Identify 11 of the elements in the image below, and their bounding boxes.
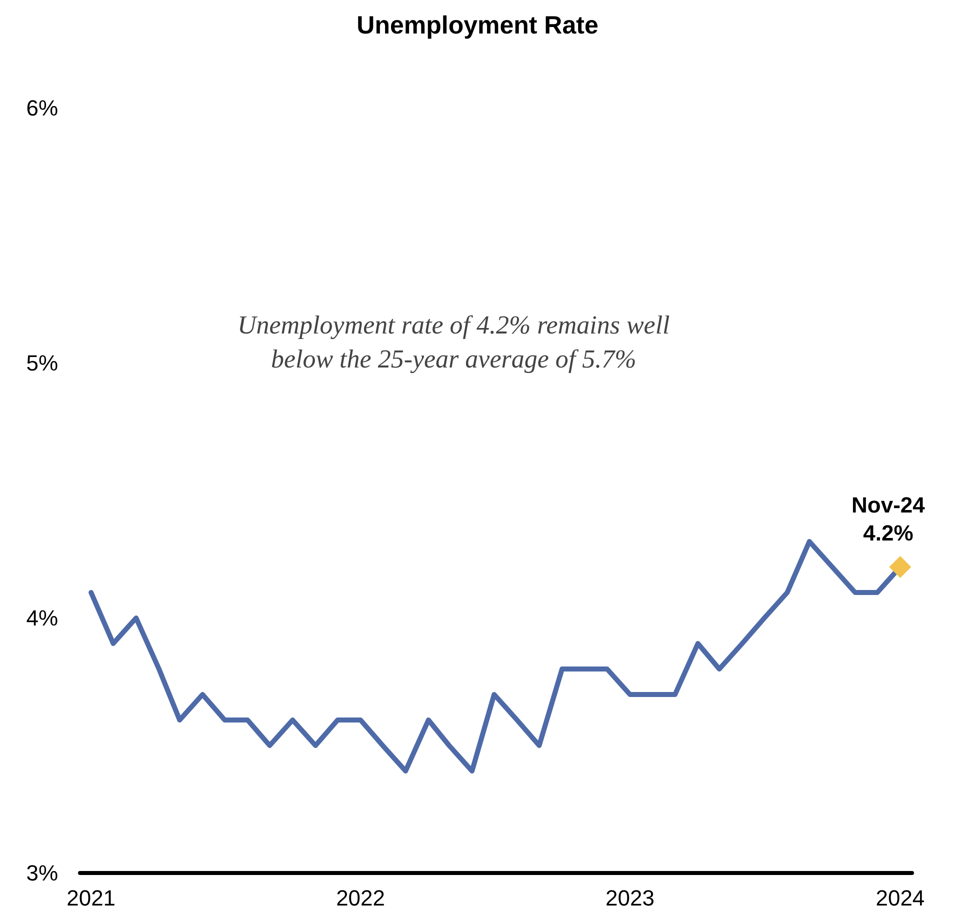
annotation: Nov-24 4.2%	[852, 492, 926, 546]
chart-title: Unemployment Rate	[356, 12, 598, 40]
y-tick-label: 4%	[26, 606, 58, 630]
annotation: Unemployment rate of 4.2% remains well below the 25-year average of 5.7%	[237, 310, 670, 374]
x-tick-label: 2023	[606, 886, 654, 910]
y-tick-label: 3%	[26, 860, 58, 886]
y-tick-label: 5%	[26, 350, 58, 376]
x-tick-label: 2024	[876, 886, 925, 910]
x-tick-label: 2021	[66, 886, 116, 910]
y-tick-label: 6%	[26, 96, 58, 120]
x-tick-label: 2022	[336, 886, 386, 910]
